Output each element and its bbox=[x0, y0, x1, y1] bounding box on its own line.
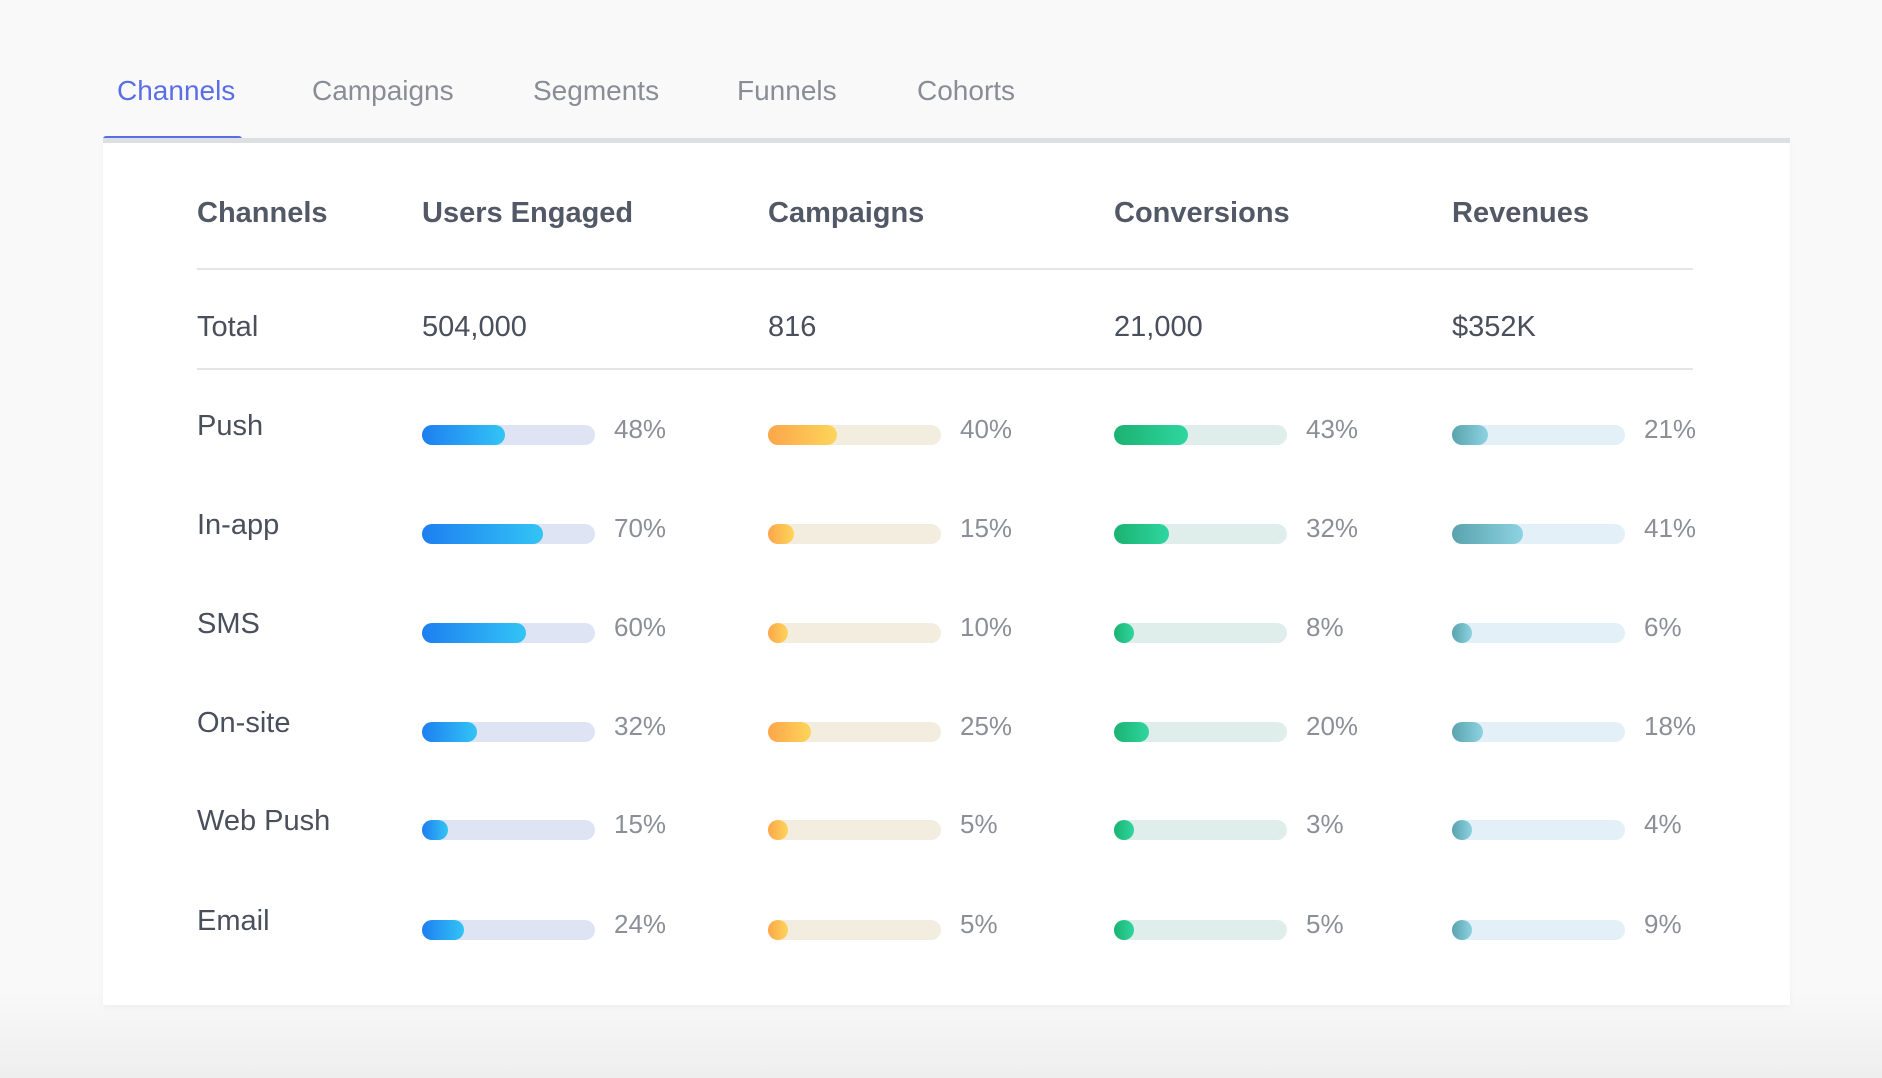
on-site-revenues-percent: 18% bbox=[1644, 711, 1697, 741]
web-push-conversions-bar bbox=[1114, 820, 1287, 840]
on-site-users-engaged-percent: 32% bbox=[614, 711, 667, 741]
email-users-engaged-bar-fill bbox=[422, 920, 464, 940]
push-revenues-bar bbox=[1452, 425, 1625, 445]
column-header-users-engaged: Users Engaged bbox=[422, 197, 634, 229]
email-revenues-bar-fill bbox=[1452, 920, 1472, 940]
total-divider bbox=[197, 368, 1693, 370]
sms-conversions-bar-fill bbox=[1114, 623, 1134, 643]
total-conversions: 21,000 bbox=[1114, 311, 1203, 343]
in-app-users-engaged-bar bbox=[422, 524, 595, 544]
row-label-in-app: In-app bbox=[197, 509, 280, 541]
email-campaigns-bar-fill bbox=[768, 920, 788, 940]
on-site-campaigns-percent: 25% bbox=[960, 711, 1013, 741]
total-revenues: $352K bbox=[1452, 311, 1536, 343]
sms-users-engaged-percent: 60% bbox=[614, 612, 667, 642]
push-conversions-bar-fill bbox=[1114, 425, 1188, 445]
email-campaigns-bar bbox=[768, 920, 941, 940]
row-label-email: Email bbox=[197, 905, 270, 937]
sms-campaigns-bar-fill bbox=[768, 623, 788, 643]
web-push-campaigns-percent: 5% bbox=[960, 809, 998, 839]
push-conversions-percent: 43% bbox=[1306, 414, 1359, 444]
web-push-campaigns-bar bbox=[768, 820, 941, 840]
row-label-on-site: On-site bbox=[197, 707, 291, 739]
on-site-conversions-bar bbox=[1114, 722, 1287, 742]
row-label-push: Push bbox=[197, 410, 264, 442]
column-header-revenues: Revenues bbox=[1452, 197, 1590, 229]
total-campaigns: 816 bbox=[768, 311, 817, 343]
in-app-campaigns-bar bbox=[768, 524, 941, 544]
in-app-revenues-bar bbox=[1452, 524, 1625, 544]
on-site-conversions-bar-fill bbox=[1114, 722, 1149, 742]
on-site-users-engaged-bar-fill bbox=[422, 722, 477, 742]
on-site-campaigns-bar bbox=[768, 722, 941, 742]
email-users-engaged-bar bbox=[422, 920, 595, 940]
sms-conversions-percent: 8% bbox=[1306, 612, 1344, 642]
in-app-users-engaged-percent: 70% bbox=[614, 513, 667, 543]
web-push-revenues-percent: 4% bbox=[1644, 809, 1682, 839]
tab-channels[interactable]: Channels bbox=[117, 75, 236, 106]
tab-funnels[interactable]: Funnels bbox=[737, 75, 837, 106]
web-push-users-engaged-percent: 15% bbox=[614, 809, 667, 839]
sms-revenues-bar bbox=[1452, 623, 1625, 643]
row-label-web-push: Web Push bbox=[197, 805, 331, 837]
sms-users-engaged-bar bbox=[422, 623, 595, 643]
tab-campaigns[interactable]: Campaigns bbox=[312, 75, 454, 106]
push-revenues-bar-fill bbox=[1452, 425, 1488, 445]
column-header-channels: Channels bbox=[197, 197, 328, 229]
sms-campaigns-percent: 10% bbox=[960, 612, 1013, 642]
in-app-conversions-bar-fill bbox=[1114, 524, 1169, 544]
on-site-campaigns-bar-fill bbox=[768, 722, 811, 742]
tab-cohorts[interactable]: Cohorts bbox=[917, 75, 1016, 106]
sms-revenues-bar-fill bbox=[1452, 623, 1472, 643]
in-app-revenues-bar-fill bbox=[1452, 524, 1523, 544]
sms-conversions-bar bbox=[1114, 623, 1287, 643]
column-header-conversions: Conversions bbox=[1114, 197, 1290, 229]
header-divider bbox=[197, 268, 1693, 270]
push-revenues-percent: 21% bbox=[1644, 414, 1697, 444]
web-push-conversions-percent: 3% bbox=[1306, 809, 1344, 839]
in-app-revenues-percent: 41% bbox=[1644, 513, 1697, 543]
in-app-users-engaged-bar-fill bbox=[422, 524, 543, 544]
sms-revenues-percent: 6% bbox=[1644, 612, 1682, 642]
sms-campaigns-bar bbox=[768, 623, 941, 643]
on-site-conversions-percent: 20% bbox=[1306, 711, 1359, 741]
email-conversions-bar-fill bbox=[1114, 920, 1134, 940]
total-users-engaged: 504,000 bbox=[422, 311, 527, 343]
web-push-revenues-bar bbox=[1452, 820, 1625, 840]
push-campaigns-bar-fill bbox=[768, 425, 837, 445]
web-push-revenues-bar-fill bbox=[1452, 820, 1472, 840]
column-header-campaigns: Campaigns bbox=[768, 197, 925, 229]
push-campaigns-percent: 40% bbox=[960, 414, 1013, 444]
push-users-engaged-percent: 48% bbox=[614, 414, 667, 444]
push-users-engaged-bar-fill bbox=[422, 425, 505, 445]
web-push-users-engaged-bar bbox=[422, 820, 595, 840]
row-label-sms: SMS bbox=[197, 608, 260, 640]
email-users-engaged-percent: 24% bbox=[614, 909, 667, 939]
on-site-revenues-bar-fill bbox=[1452, 722, 1483, 742]
on-site-revenues-bar bbox=[1452, 722, 1625, 742]
on-site-users-engaged-bar bbox=[422, 722, 595, 742]
email-revenues-bar bbox=[1452, 920, 1625, 940]
push-conversions-bar bbox=[1114, 425, 1287, 445]
total-row-label: Total bbox=[197, 311, 259, 343]
email-conversions-percent: 5% bbox=[1306, 909, 1344, 939]
email-conversions-bar bbox=[1114, 920, 1287, 940]
tab-segments[interactable]: Segments bbox=[533, 75, 660, 106]
push-campaigns-bar bbox=[768, 425, 941, 445]
in-app-conversions-bar bbox=[1114, 524, 1287, 544]
web-push-campaigns-bar-fill bbox=[768, 820, 788, 840]
email-revenues-percent: 9% bbox=[1644, 909, 1682, 939]
web-push-users-engaged-bar-fill bbox=[422, 820, 448, 840]
in-app-campaigns-percent: 15% bbox=[960, 513, 1013, 543]
push-users-engaged-bar bbox=[422, 425, 595, 445]
web-push-conversions-bar-fill bbox=[1114, 820, 1134, 840]
sms-users-engaged-bar-fill bbox=[422, 623, 526, 643]
email-campaigns-percent: 5% bbox=[960, 909, 998, 939]
tab-bar: Channels Campaigns Segments Funnels Coho… bbox=[103, 60, 1793, 142]
in-app-campaigns-bar-fill bbox=[768, 524, 794, 544]
in-app-conversions-percent: 32% bbox=[1306, 513, 1359, 543]
channels-table-panel: Channels Users Engaged Campaigns Convers… bbox=[103, 138, 1790, 1005]
